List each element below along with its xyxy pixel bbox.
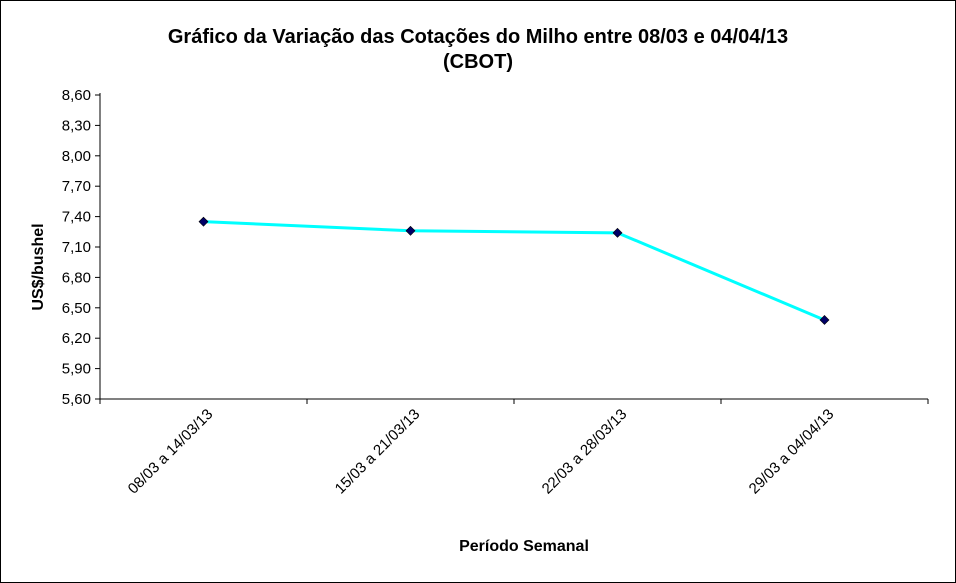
- y-tick-label: 8,30: [62, 117, 91, 134]
- axes: [99, 93, 928, 400]
- x-tick-label: 22/03 a 28/03/13: [539, 406, 631, 498]
- series-line: [203, 220, 826, 322]
- y-tick-label: 6,20: [62, 330, 91, 347]
- chart-title-block: Gráfico da Variação das Cotações do Milh…: [1, 25, 955, 75]
- y-tick-label: 7,40: [62, 209, 91, 226]
- y-tick-label: 8,60: [62, 87, 91, 104]
- y-tick-label: 5,90: [62, 361, 91, 378]
- data-point: [819, 315, 830, 325]
- y-axis-label: US$/bushel: [30, 223, 47, 310]
- x-tick-label: 15/03 a 21/03/13: [332, 406, 424, 498]
- y-axis-ticks: 5,60 5,90 6,20 6,50 6,80 7,10 7,40 7,70 8,00 8,30…: [62, 87, 100, 408]
- data-point: [198, 216, 209, 227]
- y-tick-label: 5,60: [62, 391, 91, 408]
- y-tick-label: 7,70: [62, 178, 91, 195]
- x-axis-label: Período Semanal: [459, 538, 589, 555]
- x-axis-ticks: 08/03 a 14/03/13 15/03 a 21/03/13 22/03 a …: [99, 399, 929, 498]
- y-tick-label: 8,00: [62, 148, 91, 165]
- series-layer: [198, 216, 830, 325]
- x-tick-label: 08/03 a 14/03/13: [125, 406, 217, 498]
- y-tick-label: 6,50: [62, 300, 91, 317]
- y-tick-label: 7,10: [62, 239, 91, 256]
- chart-title: Gráfico da Variação das Cotações do Milh…: [167, 26, 789, 48]
- data-point: [612, 227, 623, 238]
- y-tick-label: 6,80: [62, 269, 91, 286]
- x-tick-label: 29/03 a 04/04/13: [746, 406, 838, 498]
- chart-subtitle: (CBOT): [443, 51, 513, 73]
- data-point: [405, 225, 416, 236]
